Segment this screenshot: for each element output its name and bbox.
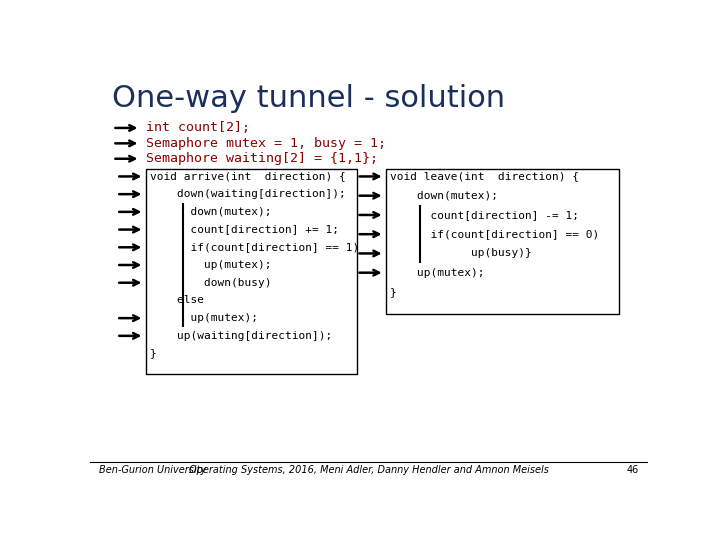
- Text: up(waiting[direction]);: up(waiting[direction]);: [150, 331, 332, 341]
- Text: up(mutex);: up(mutex);: [390, 268, 485, 278]
- Text: 46: 46: [626, 465, 639, 475]
- Text: up(busy)}: up(busy)}: [390, 248, 531, 259]
- Text: up(mutex);: up(mutex);: [150, 313, 258, 323]
- Text: else: else: [150, 295, 204, 306]
- Text: void arrive(int  direction) {: void arrive(int direction) {: [150, 172, 346, 181]
- Text: int count[2];: int count[2];: [145, 122, 250, 134]
- Text: down(busy): down(busy): [150, 278, 271, 288]
- Text: Operating Systems, 2016, Meni Adler, Danny Hendler and Amnon Meisels: Operating Systems, 2016, Meni Adler, Dan…: [189, 465, 549, 475]
- Text: down(mutex);: down(mutex);: [150, 207, 271, 217]
- Text: Semaphore mutex = 1, busy = 1;: Semaphore mutex = 1, busy = 1;: [145, 137, 386, 150]
- Text: Ben-Gurion University: Ben-Gurion University: [99, 465, 207, 475]
- Text: count[direction] -= 1;: count[direction] -= 1;: [390, 210, 579, 220]
- Text: up(mutex);: up(mutex);: [150, 260, 271, 270]
- Bar: [386, 168, 618, 314]
- Bar: [145, 168, 356, 374]
- Text: }: }: [150, 348, 156, 359]
- Text: count[direction] += 1;: count[direction] += 1;: [150, 225, 338, 234]
- Text: void leave(int  direction) {: void leave(int direction) {: [390, 172, 579, 181]
- Text: down(mutex);: down(mutex);: [390, 191, 498, 201]
- Text: Semaphore waiting[2] = {1,1};: Semaphore waiting[2] = {1,1};: [145, 152, 378, 165]
- Text: One-way tunnel - solution: One-way tunnel - solution: [112, 84, 505, 113]
- Text: down(waiting[direction]);: down(waiting[direction]);: [150, 189, 346, 199]
- Text: if(count[direction] == 1): if(count[direction] == 1): [150, 242, 359, 252]
- Text: }: }: [390, 287, 397, 297]
- Text: if(count[direction] == 0): if(count[direction] == 0): [390, 229, 599, 239]
